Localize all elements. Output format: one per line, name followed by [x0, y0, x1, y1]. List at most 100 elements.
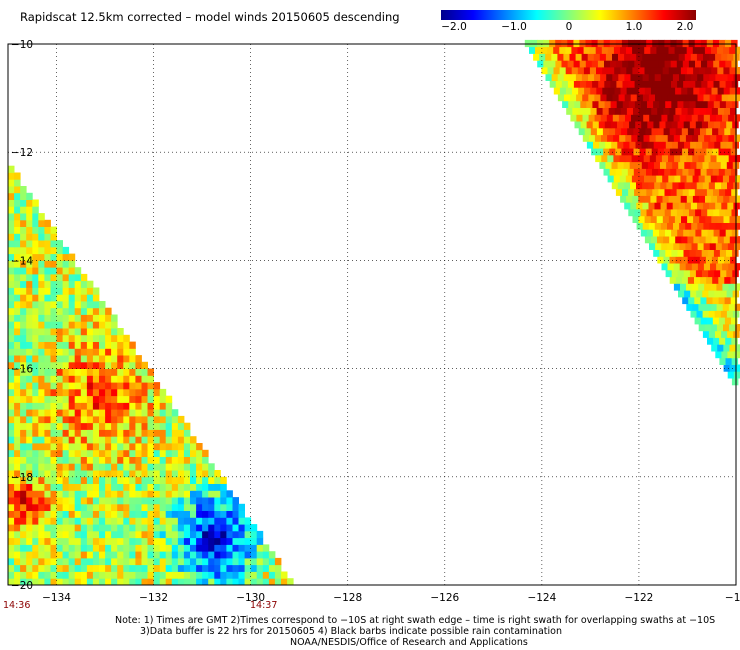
heatmap-cell	[618, 94, 626, 102]
heatmap-cell	[631, 114, 638, 122]
heatmap-cell	[670, 188, 677, 196]
heatmap-cell	[105, 355, 112, 363]
heatmap-cell	[644, 87, 652, 95]
heatmap-cell	[196, 578, 203, 586]
heatmap-cell	[727, 182, 734, 190]
heatmap-cell	[74, 578, 82, 586]
heatmap-cell	[68, 334, 76, 342]
heatmap-cell	[628, 80, 635, 88]
heatmap-cell	[659, 249, 666, 257]
heatmap-cell	[111, 571, 118, 579]
heatmap-cell	[44, 287, 51, 295]
heatmap-cell	[159, 483, 167, 491]
heatmap-cell	[698, 324, 706, 332]
heatmap-cell	[642, 182, 649, 190]
heatmap-cell	[703, 53, 710, 61]
heatmap-cell	[26, 253, 33, 261]
heatmap-cell	[636, 94, 644, 102]
heatmap-cell	[26, 470, 33, 478]
heatmap-cell	[32, 226, 39, 234]
heatmap-cell	[603, 168, 610, 176]
heatmap-cell	[38, 388, 45, 397]
heatmap-cell	[669, 87, 676, 95]
heatmap-cell	[153, 456, 161, 464]
heatmap-cell	[56, 497, 63, 505]
heatmap-cell	[636, 53, 643, 61]
heatmap-cell	[717, 107, 725, 115]
heatmap-cell	[74, 497, 82, 505]
heatmap-cell	[74, 267, 82, 275]
heatmap-cell	[620, 107, 628, 115]
heatmap-cell	[56, 382, 63, 390]
heatmap-cell	[92, 443, 100, 451]
heatmap-cell	[20, 348, 27, 356]
heatmap-cell	[86, 402, 94, 410]
heatmap-cell	[14, 334, 21, 342]
heatmap-cell	[703, 242, 711, 250]
heatmap-cell	[594, 94, 601, 102]
heatmap-cell	[708, 269, 715, 278]
heatmap-cell	[80, 375, 88, 383]
heatmap-cell	[701, 121, 709, 129]
heatmap-cell	[80, 294, 88, 302]
heatmap-cell	[117, 456, 124, 464]
heatmap-cell	[99, 348, 106, 356]
heatmap-cell	[665, 121, 672, 129]
heatmap-cell	[32, 388, 39, 397]
heatmap-cell	[708, 290, 715, 298]
heatmap-cell	[68, 544, 76, 552]
heatmap-cell	[190, 530, 197, 539]
heatmap-cell	[574, 100, 581, 108]
heatmap-cell	[196, 557, 203, 566]
heatmap-cell	[618, 53, 625, 61]
heatmap-cell	[92, 314, 100, 322]
heatmap-cell	[720, 141, 727, 149]
heatmap-cell	[56, 388, 63, 397]
heatmap-cell	[99, 517, 106, 525]
heatmap-cell	[596, 127, 604, 136]
heatmap-cell	[624, 202, 631, 210]
heatmap-cell	[572, 107, 579, 115]
heatmap-cell	[694, 148, 701, 156]
heatmap-cell	[734, 114, 740, 122]
heatmap-cell	[8, 172, 15, 180]
heatmap-cell	[44, 294, 51, 302]
heatmap-cell	[208, 503, 215, 511]
heatmap-cell	[159, 524, 167, 532]
heatmap-cell	[707, 337, 714, 345]
heatmap-cell	[99, 314, 106, 322]
heatmap-cell	[680, 195, 688, 203]
heatmap-cell	[220, 483, 227, 491]
heatmap-cell	[657, 107, 664, 115]
heatmap-cell	[86, 537, 94, 545]
heatmap-cell	[117, 503, 124, 511]
heatmap-cell	[92, 524, 100, 532]
heatmap-cell	[32, 213, 39, 221]
heatmap-cell	[159, 476, 167, 484]
heatmap-cell	[32, 564, 39, 572]
heatmap-cell	[656, 195, 663, 203]
heatmap-cell	[226, 537, 233, 545]
heatmap-cell	[664, 80, 672, 88]
heatmap-cell	[38, 537, 45, 545]
heatmap-cell	[725, 229, 733, 237]
heatmap-cell	[640, 229, 648, 237]
note-line-3: NOAA/NESDIS/Office of Research and Appli…	[290, 637, 528, 648]
heatmap-cell	[32, 301, 39, 309]
heatmap-cell	[635, 121, 642, 129]
heatmap-cell	[26, 443, 33, 451]
heatmap-cell	[557, 53, 564, 61]
heatmap-cell	[638, 46, 645, 54]
heatmap-cell	[171, 463, 179, 471]
heatmap-cell	[153, 517, 161, 525]
heatmap-cell	[32, 260, 39, 268]
heatmap-cell	[20, 260, 27, 268]
heatmap-cell	[673, 283, 681, 291]
heatmap-cell	[697, 202, 704, 210]
heatmap-cell	[190, 544, 197, 552]
heatmap-cell	[92, 476, 100, 484]
heatmap-cell	[153, 571, 161, 579]
heatmap-cell	[630, 202, 637, 210]
heatmap-cell	[734, 242, 740, 250]
heatmap-cell	[99, 341, 106, 349]
